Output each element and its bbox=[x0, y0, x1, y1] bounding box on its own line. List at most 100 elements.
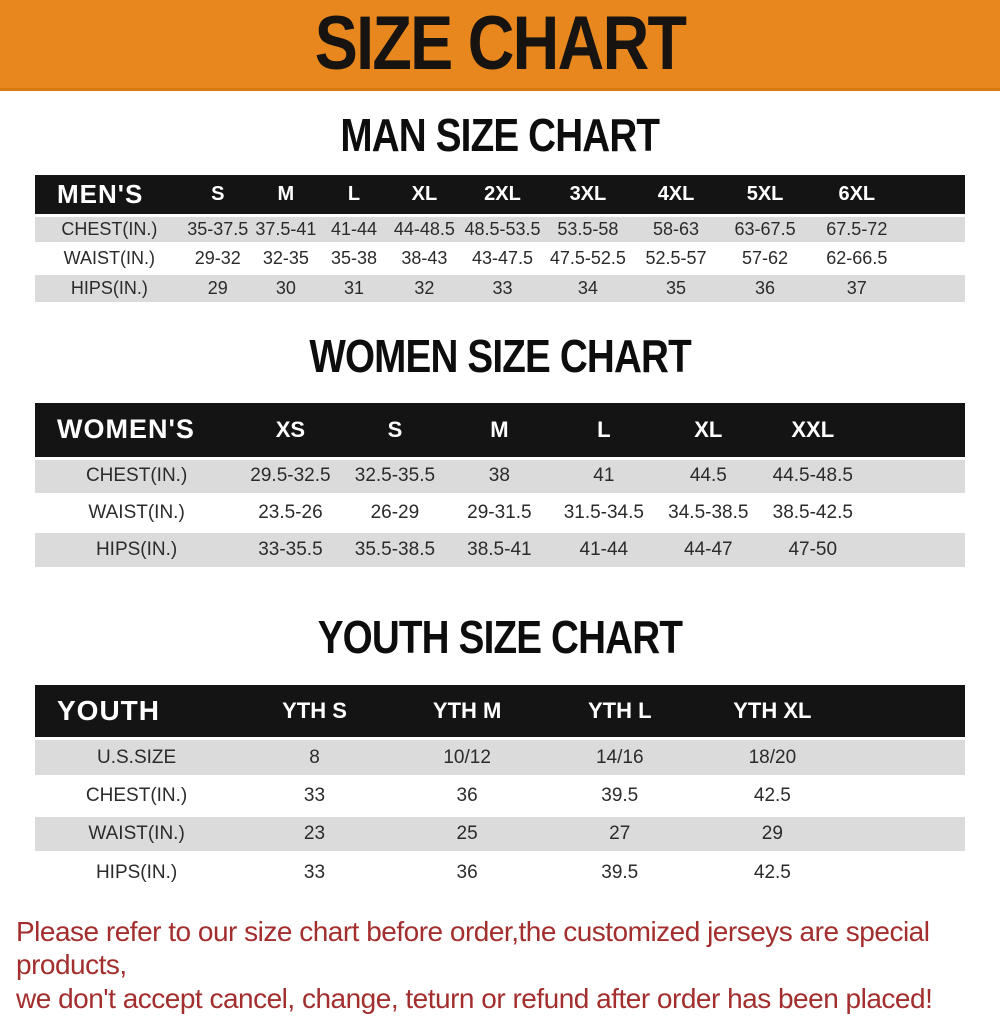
banner-title: SIZE CHART bbox=[314, 1, 687, 86]
column-header-l: L bbox=[319, 175, 389, 216]
cell: 44-48.5 bbox=[393, 219, 455, 240]
table-row: CHEST(IN.) 29.5-32.5 32.5-35.5 38 41 44.5 44.5… bbox=[35, 458, 965, 495]
table-row: HIPS(IN.) 29 30 31 32 33 34 35 36 37 bbox=[35, 273, 965, 303]
cell: 23 bbox=[303, 822, 326, 844]
youth-size-table: YOUTH YTH S YTH M YTH L YTH XL U.S.SIZE 8 10/12… bbox=[35, 684, 965, 891]
men-section-title: MAN SIZE CHART bbox=[0, 109, 1000, 161]
column-header-s: S bbox=[183, 175, 252, 216]
row-label: U.S.SIZE bbox=[97, 746, 177, 768]
youth-section-title: YOUTH SIZE CHART bbox=[0, 610, 1000, 663]
cell: 38.5-42.5 bbox=[772, 501, 853, 523]
row-label: HIPS(IN.) bbox=[70, 278, 148, 299]
cell: 39.5 bbox=[601, 784, 639, 806]
cell: 33 bbox=[492, 278, 513, 299]
cell: 8 bbox=[309, 746, 320, 768]
cell: 38-43 bbox=[401, 248, 448, 269]
row-label: HIPS(IN.) bbox=[95, 538, 178, 560]
row-label: WAIST(IN.) bbox=[63, 248, 155, 269]
table-title-cell: MEN'S bbox=[35, 175, 184, 216]
table-row: CHEST(IN.) 35-37.5 37.5-41 41-44 44-48.5 48.5… bbox=[35, 215, 965, 245]
column-header-xl: XL bbox=[656, 402, 761, 459]
spacer-cell bbox=[865, 495, 965, 531]
table-row: HIPS(IN.) 33-35.5 35.5-38.5 38.5-41 41-44 44-… bbox=[35, 530, 965, 567]
row-label: WAIST(IN.) bbox=[88, 501, 185, 523]
table-title-cell: YOUTH bbox=[35, 684, 239, 739]
cell: 32.5-35.5 bbox=[354, 465, 436, 487]
cell: 44.5 bbox=[689, 465, 727, 487]
table-row: U.S.SIZE 8 10/12 14/16 18/20 bbox=[35, 738, 965, 777]
cell: 48.5-53.5 bbox=[464, 219, 541, 240]
spacer-cell bbox=[904, 244, 965, 273]
table-header-row: WOMEN'S XS S M L XL XXL bbox=[35, 402, 965, 459]
column-header-s: S bbox=[342, 402, 448, 459]
column-header-yth-l: YTH L bbox=[543, 684, 697, 739]
cell: 67.5-72 bbox=[826, 219, 888, 240]
cell: 38.5-41 bbox=[467, 538, 532, 560]
spacer-cell bbox=[849, 777, 965, 815]
cell: 53.5-58 bbox=[557, 219, 619, 240]
spacer-cell bbox=[904, 175, 965, 216]
table-row: WAIST(IN.) 29-32 32-35 35-38 38-43 43-47.5 47.… bbox=[35, 244, 965, 274]
cell: 57-62 bbox=[742, 248, 789, 269]
row-label: WAIST(IN.) bbox=[88, 822, 185, 844]
table-row: WAIST(IN.) 23 25 27 29 bbox=[35, 814, 965, 853]
spacer-cell bbox=[849, 853, 965, 891]
column-header-yth-s: YTH S bbox=[238, 684, 391, 739]
cell: 47-50 bbox=[788, 538, 838, 560]
cell: 35.5-38.5 bbox=[354, 538, 436, 560]
spacer-cell bbox=[904, 273, 965, 302]
size-chart-banner: SIZE CHART bbox=[0, 0, 1000, 91]
cell: 38 bbox=[488, 465, 510, 487]
women-section-title-text: WOMEN SIZE CHART bbox=[309, 330, 691, 383]
men-section-title-text: MAN SIZE CHART bbox=[340, 109, 661, 161]
cell: 30 bbox=[275, 278, 296, 299]
row-label: CHEST(IN.) bbox=[85, 784, 188, 806]
spacer-cell bbox=[904, 215, 965, 244]
cell: 34 bbox=[577, 278, 598, 299]
spacer-cell bbox=[848, 684, 965, 739]
cell: 27 bbox=[609, 822, 631, 844]
cell: 37 bbox=[846, 278, 867, 299]
cell: 31.5-34.5 bbox=[563, 501, 644, 523]
cell: 52.5-57 bbox=[645, 248, 707, 269]
spacer-cell bbox=[865, 459, 965, 495]
column-header-2xl: 2XL bbox=[460, 175, 545, 216]
cell: 34.5-38.5 bbox=[668, 501, 749, 523]
footer-line-1: Please refer to our size chart before or… bbox=[16, 915, 930, 981]
cell: 37.5-41 bbox=[255, 219, 317, 240]
men-size-table: MEN'S S M L XL 2XL 3XL 4XL 5XL 6XL CHEST(IN.) 35-37… bbox=[35, 175, 965, 303]
spacer-cell bbox=[865, 402, 965, 459]
footer-note: Please refer to our size chart before or… bbox=[16, 915, 984, 1016]
table-row: CHEST(IN.) 33 36 39.5 42.5 bbox=[35, 776, 965, 815]
column-header-3xl: 3XL bbox=[544, 175, 632, 216]
cell: 29-31.5 bbox=[467, 501, 532, 523]
footer-line-2: we don't accept cancel, change, teturn o… bbox=[16, 983, 933, 1015]
table-row: HIPS(IN.) 33 36 39.5 42.5 bbox=[35, 852, 965, 891]
cell: 42.5 bbox=[753, 784, 791, 806]
cell: 62-66.5 bbox=[826, 248, 888, 269]
column-header-6xl: 6XL bbox=[809, 175, 905, 216]
cell: 33-35.5 bbox=[258, 538, 323, 560]
cell: 31 bbox=[343, 278, 365, 299]
spacer-cell bbox=[849, 815, 965, 853]
cell: 58-63 bbox=[653, 219, 700, 240]
cell: 29 bbox=[761, 822, 783, 844]
cell: 36 bbox=[456, 784, 478, 806]
cell: 47.5-52.5 bbox=[549, 248, 626, 269]
column-header-yth-m: YTH M bbox=[390, 684, 544, 739]
cell: 43-47.5 bbox=[471, 248, 534, 269]
cell: 39.5 bbox=[601, 861, 639, 883]
column-header-yth-xl: YTH XL bbox=[696, 684, 849, 739]
table-title-cell: WOMEN'S bbox=[35, 402, 239, 459]
men-section: MAN SIZE CHART MEN'S S M L XL 2XL 3XL 4XL 5XL 6XL… bbox=[0, 109, 1000, 303]
row-label: CHEST(IN.) bbox=[61, 219, 158, 240]
cell: 41-44 bbox=[330, 219, 378, 240]
cell: 35-37.5 bbox=[187, 219, 249, 240]
spacer-cell bbox=[849, 739, 965, 777]
cell: 26-29 bbox=[370, 501, 420, 523]
youth-section-title-text: YOUTH SIZE CHART bbox=[317, 610, 683, 663]
cell: 42.5 bbox=[753, 861, 791, 883]
cell: 36 bbox=[755, 278, 776, 299]
cell: 10/12 bbox=[443, 746, 491, 768]
cell: 25 bbox=[456, 822, 478, 844]
